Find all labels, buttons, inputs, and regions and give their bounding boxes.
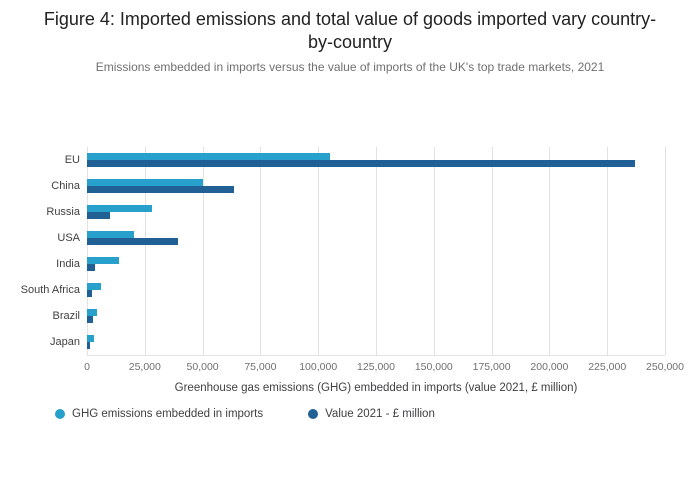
bar-value-2021: [87, 264, 96, 271]
bar-value-2021: [87, 186, 234, 193]
x-tick-label: 250,000: [646, 361, 684, 373]
gridlines: [87, 147, 666, 355]
x-tick-label: 75,000: [244, 361, 277, 373]
bar-ghg-emissions: [87, 231, 135, 238]
category-label: China: [51, 180, 80, 192]
bar-ghg-emissions: [87, 257, 120, 264]
x-axis-title: Greenhouse gas emissions (GHG) embedded …: [174, 382, 578, 394]
bar-rows: [87, 147, 665, 355]
bar-value-2021: [87, 342, 91, 349]
bar-group: [87, 277, 665, 303]
x-axis: 0 25,000 50,000 75,000 100,000 125,000 150,000…: [84, 361, 684, 375]
legend-marker-icon: [55, 409, 65, 419]
gridline: [87, 147, 88, 355]
x-tick-label: 200,000: [530, 361, 569, 373]
chart-title: Figure 4: Imported emissions and total v…: [43, 9, 657, 53]
bar-group: [87, 173, 665, 199]
gridline: [144, 147, 146, 355]
bar-value-2021: [87, 160, 635, 167]
chart-subtitle: Emissions embedded in imports versus the…: [95, 60, 605, 74]
bar-ghg-emissions: [87, 153, 330, 160]
bar-value-2021: [87, 290, 92, 297]
category-label: India: [56, 258, 80, 270]
x-tick-label: 0: [84, 361, 90, 373]
bar-value-2021: [87, 238, 179, 245]
legend-marker-icon: [308, 409, 319, 419]
category-label: Brazil: [52, 310, 80, 322]
bar-ghg-emissions: [87, 335, 94, 342]
category-label: EU: [64, 154, 80, 166]
x-tick-label: 225,000: [588, 361, 627, 373]
gridline: [549, 147, 551, 355]
legend-item-value-2021[interactable]: Value 2021 - £ million: [308, 408, 435, 420]
bar-value-2021: [87, 212, 111, 219]
x-tick-label: 125,000: [357, 361, 395, 373]
category-label: Russia: [46, 206, 80, 218]
bar-group: [87, 225, 665, 251]
bar-group: [87, 329, 665, 355]
category-label: Japan: [50, 336, 80, 348]
bar-ghg-emissions: [87, 283, 101, 290]
gridline: [665, 147, 666, 355]
bar-ghg-emissions: [87, 205, 152, 212]
gridline: [376, 147, 377, 355]
gridline: [433, 147, 435, 355]
x-tick-label: 50,000: [186, 361, 219, 373]
x-tick-label: 100,000: [299, 361, 338, 373]
x-tick-label: 25,000: [128, 361, 161, 373]
legend-label: Value 2021 - £ million: [325, 408, 435, 420]
bar-ghg-emissions: [87, 179, 203, 186]
category-label: South Africa: [20, 284, 80, 296]
legend-item-ghg-emissions[interactable]: GHG emissions embedded in imports: [55, 408, 263, 420]
bar-group: [87, 251, 665, 277]
legend: GHG emissions embedded in imports Value 2…: [55, 408, 435, 420]
bar-group: [87, 199, 665, 225]
gridline: [202, 147, 204, 355]
bar-group: [87, 147, 665, 173]
bar-ghg-emissions: [87, 309, 98, 316]
legend-label: GHG emissions embedded in imports: [72, 408, 264, 420]
y-axis-labels: EU China Russia USA India South Africa Brazil J…: [0, 147, 80, 355]
x-tick-label: 175,000: [472, 361, 511, 373]
gridline: [318, 147, 320, 355]
gridline: [260, 147, 262, 355]
gridline: [491, 147, 493, 355]
category-label: USA: [57, 232, 80, 244]
x-tick-label: 150,000: [414, 361, 453, 373]
bar-group: [87, 303, 665, 329]
bar-value-2021: [87, 316, 93, 323]
plot-area: [87, 147, 666, 356]
gridline: [607, 147, 609, 355]
